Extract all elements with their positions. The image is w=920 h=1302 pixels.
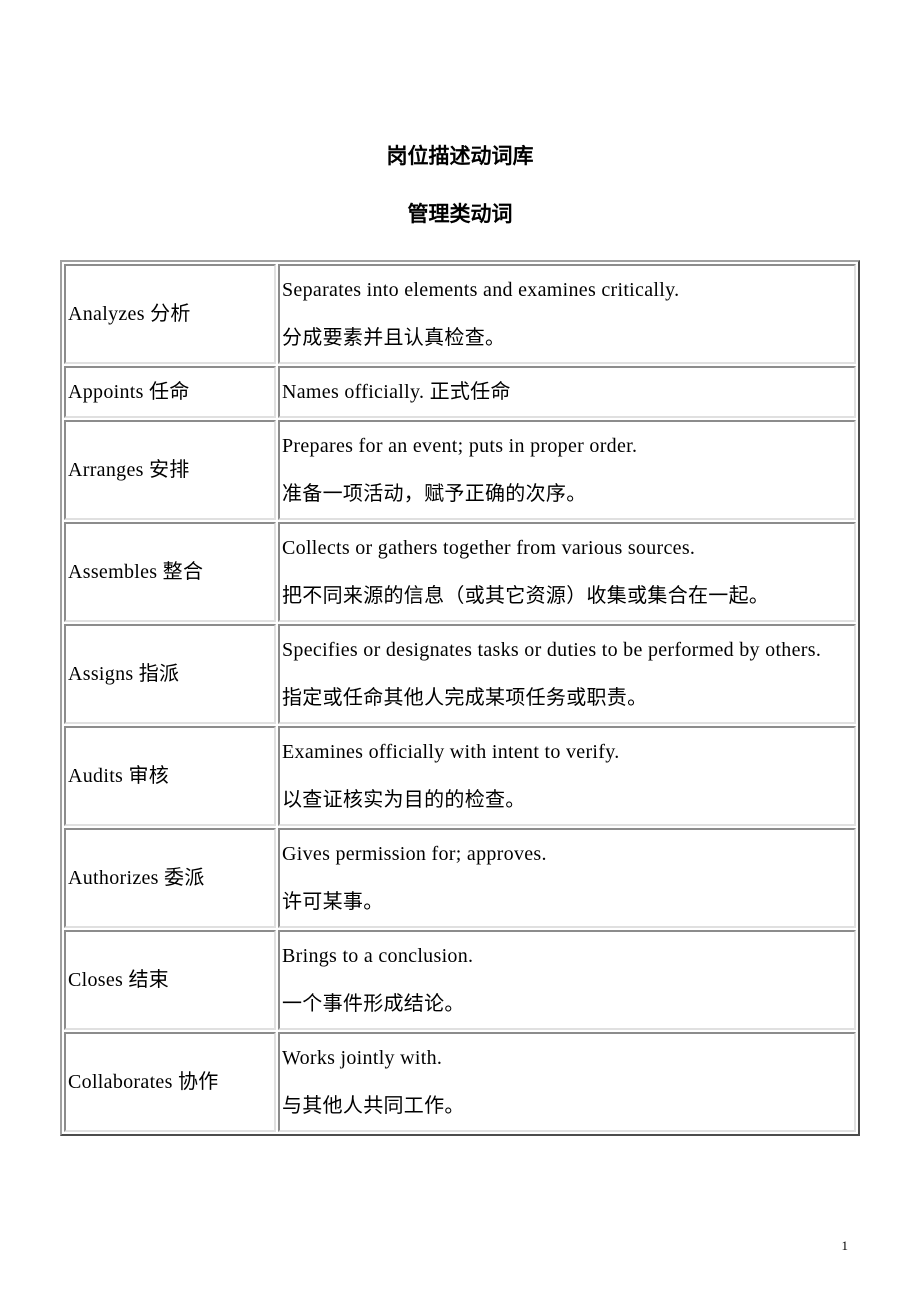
term-cell: Assigns 指派 (64, 624, 276, 724)
definition-en: Gives permission for; approves. (282, 830, 852, 878)
definition-cell: Gives permission for; approves.许可某事。 (278, 828, 856, 928)
table-row: Assembles 整合Collects or gathers together… (64, 522, 856, 622)
page-number: 1 (842, 1238, 849, 1254)
table-row: Authorizes 委派Gives permission for; appro… (64, 828, 856, 928)
definition-en: Separates into elements and examines cri… (282, 266, 852, 314)
definition-cell: Examines officially with intent to verif… (278, 726, 856, 826)
document-page: 岗位描述动词库 管理类动词 Analyzes 分析Separates into … (0, 0, 920, 1136)
page-title: 岗位描述动词库 (60, 140, 860, 170)
definition-zh: 指定或任命其他人完成某项任务或职责。 (282, 674, 852, 722)
definition-en: Collects or gathers together from variou… (282, 524, 852, 572)
term-cell: Analyzes 分析 (64, 264, 276, 364)
definition-en: Prepares for an event; puts in proper or… (282, 422, 852, 470)
definition-cell: Separates into elements and examines cri… (278, 264, 856, 364)
page-subtitle: 管理类动词 (60, 198, 860, 228)
term-cell: Audits 审核 (64, 726, 276, 826)
definition-en: Specifies or designates tasks or duties … (282, 626, 852, 674)
table-row: Appoints 任命Names officially. 正式任命 (64, 366, 856, 418)
table-row: Arranges 安排Prepares for an event; puts i… (64, 420, 856, 520)
term-cell: Appoints 任命 (64, 366, 276, 418)
definition-zh: 把不同来源的信息（或其它资源）收集或集合在一起。 (282, 572, 852, 620)
table-row: Closes 结束Brings to a conclusion.一个事件形成结论… (64, 930, 856, 1030)
definition-en: Brings to a conclusion. (282, 932, 852, 980)
table-row: Audits 审核Examines officially with intent… (64, 726, 856, 826)
definition-en: Works jointly with. (282, 1034, 852, 1082)
definition-cell: Brings to a conclusion.一个事件形成结论。 (278, 930, 856, 1030)
definition-en: Examines officially with intent to verif… (282, 728, 852, 776)
table-row: Assigns 指派Specifies or designates tasks … (64, 624, 856, 724)
verb-table: Analyzes 分析Separates into elements and e… (60, 260, 860, 1136)
verb-table-body: Analyzes 分析Separates into elements and e… (64, 264, 856, 1132)
definition-zh: 一个事件形成结论。 (282, 980, 852, 1028)
definition-cell: Collects or gathers together from variou… (278, 522, 856, 622)
term-cell: Collaborates 协作 (64, 1032, 276, 1132)
table-row: Collaborates 协作Works jointly with.与其他人共同… (64, 1032, 856, 1132)
definition-cell: Works jointly with.与其他人共同工作。 (278, 1032, 856, 1132)
definition-cell: Names officially. 正式任命 (278, 366, 856, 418)
term-cell: Arranges 安排 (64, 420, 276, 520)
definition-zh: 分成要素并且认真检查。 (282, 314, 852, 362)
term-cell: Authorizes 委派 (64, 828, 276, 928)
definition-zh: 准备一项活动，赋予正确的次序。 (282, 470, 852, 518)
definition-en: Names officially. 正式任命 (282, 368, 852, 416)
definition-zh: 与其他人共同工作。 (282, 1082, 852, 1130)
definition-zh: 以查证核实为目的的检查。 (282, 776, 852, 824)
definition-cell: Prepares for an event; puts in proper or… (278, 420, 856, 520)
table-row: Analyzes 分析Separates into elements and e… (64, 264, 856, 364)
term-cell: Assembles 整合 (64, 522, 276, 622)
definition-cell: Specifies or designates tasks or duties … (278, 624, 856, 724)
term-cell: Closes 结束 (64, 930, 276, 1030)
definition-zh: 许可某事。 (282, 878, 852, 926)
